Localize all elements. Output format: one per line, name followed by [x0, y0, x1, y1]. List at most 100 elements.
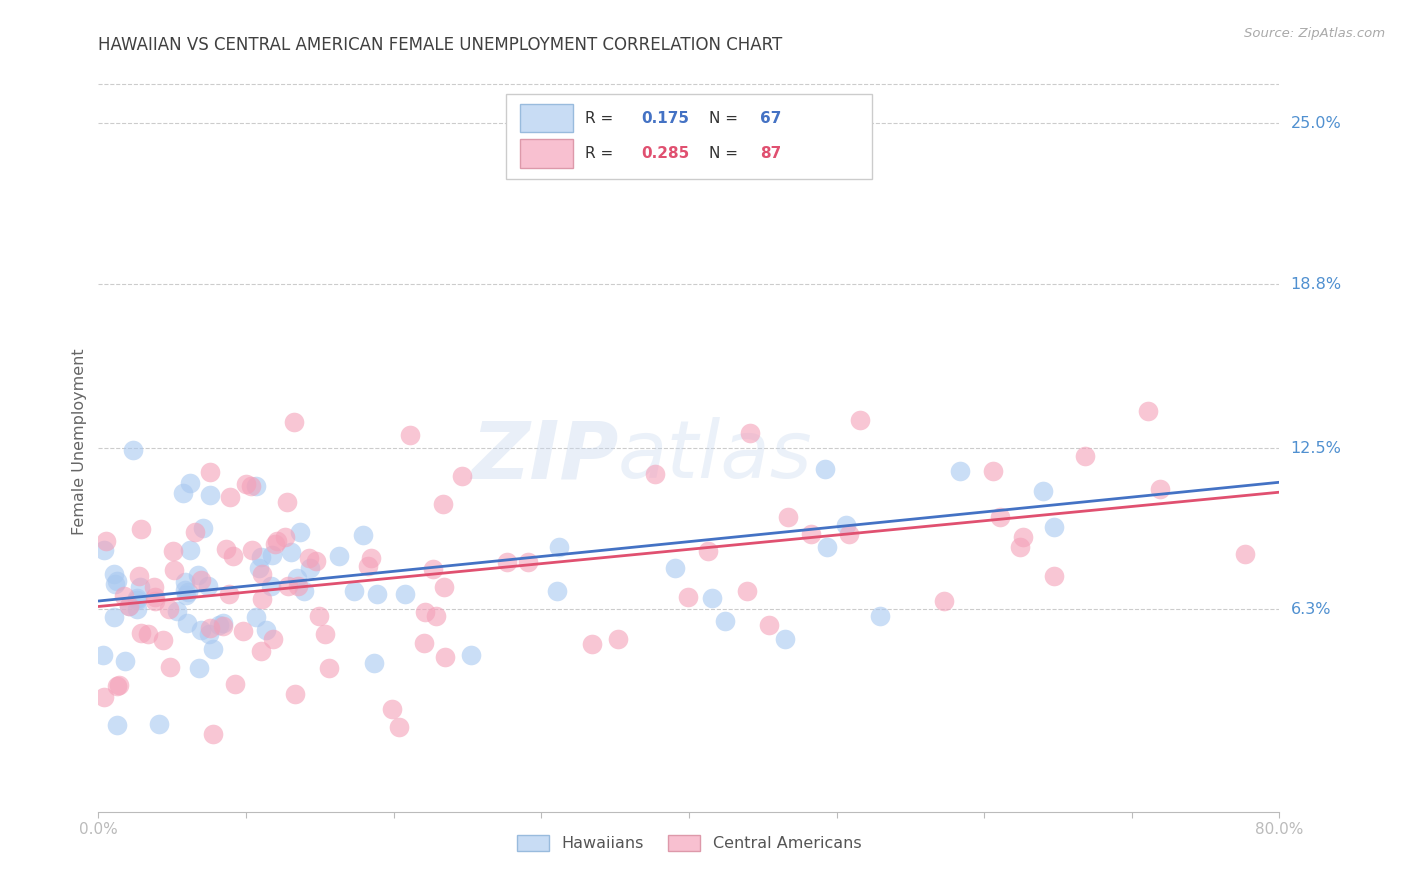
Bar — [520, 104, 574, 132]
Point — [280, 545, 302, 559]
Point — [201, 727, 224, 741]
Point — [412, 636, 434, 650]
Point — [112, 589, 135, 603]
Point — [274, 531, 297, 545]
Text: R =: R = — [585, 111, 619, 126]
Point — [129, 626, 152, 640]
Point — [398, 428, 420, 442]
Point — [142, 580, 165, 594]
FancyBboxPatch shape — [506, 94, 872, 178]
Point — [496, 555, 519, 569]
Point — [143, 590, 166, 604]
Point — [250, 566, 273, 581]
Point — [260, 579, 283, 593]
Point — [292, 584, 315, 599]
Text: 0.285: 0.285 — [641, 146, 690, 161]
Point — [117, 599, 139, 614]
Text: N =: N = — [709, 146, 742, 161]
Point — [91, 648, 114, 662]
Point — [250, 644, 273, 658]
Point — [184, 525, 207, 540]
Point — [215, 542, 238, 557]
Point — [1032, 484, 1054, 499]
Point — [328, 549, 350, 564]
Point — [93, 543, 115, 558]
Point — [849, 412, 872, 426]
Point — [177, 585, 200, 599]
Point — [264, 537, 287, 551]
Text: 0.175: 0.175 — [641, 111, 690, 126]
Point — [305, 554, 328, 568]
Point — [224, 676, 246, 690]
Point — [96, 533, 118, 548]
Point — [298, 550, 321, 565]
Point — [143, 594, 166, 608]
Point — [714, 614, 737, 628]
Point — [198, 465, 221, 479]
Point — [173, 582, 195, 597]
Point — [219, 491, 242, 505]
Point — [676, 590, 699, 604]
Text: 87: 87 — [759, 146, 782, 161]
Point — [299, 560, 322, 574]
Point — [162, 543, 184, 558]
Legend: Hawaiians, Central Americans: Hawaiians, Central Americans — [509, 827, 869, 859]
Point — [343, 583, 366, 598]
Point — [814, 462, 837, 476]
Point — [191, 521, 214, 535]
Point — [129, 580, 152, 594]
Text: 6.3%: 6.3% — [1291, 601, 1331, 616]
Point — [644, 467, 666, 481]
Point — [118, 599, 141, 613]
Point — [283, 415, 305, 429]
Point — [105, 679, 128, 693]
Point — [697, 544, 720, 558]
Point — [800, 527, 823, 541]
Point — [1043, 569, 1066, 583]
Point — [127, 591, 149, 606]
Point — [190, 623, 212, 637]
Point — [201, 641, 224, 656]
Text: ZIP: ZIP — [471, 417, 619, 495]
Point — [1136, 403, 1159, 417]
Point — [363, 656, 385, 670]
Point — [394, 587, 416, 601]
Point — [740, 425, 762, 440]
Point — [197, 627, 219, 641]
Point — [288, 524, 311, 539]
Point — [606, 632, 628, 646]
Point — [254, 623, 277, 637]
Text: 18.8%: 18.8% — [1291, 277, 1341, 292]
Point — [1234, 547, 1257, 561]
Point — [949, 464, 972, 478]
Text: atlas: atlas — [619, 417, 813, 495]
Point — [212, 619, 235, 633]
Point — [314, 627, 336, 641]
Point — [127, 593, 149, 607]
Point — [247, 561, 270, 575]
Point — [450, 469, 472, 483]
Point — [1012, 530, 1035, 544]
Point — [1042, 520, 1064, 534]
Point — [758, 618, 780, 632]
Point — [198, 621, 221, 635]
Point — [266, 533, 288, 548]
Point — [357, 558, 380, 573]
Point — [308, 609, 330, 624]
Point — [352, 527, 374, 541]
Point — [188, 661, 211, 675]
Point — [1074, 449, 1097, 463]
Point — [222, 549, 245, 564]
Point — [104, 576, 127, 591]
Point — [276, 495, 298, 509]
Point — [262, 548, 284, 562]
Point — [187, 568, 209, 582]
Point — [245, 479, 267, 493]
Point — [838, 526, 860, 541]
Point — [179, 542, 201, 557]
Point — [516, 555, 538, 569]
Point — [835, 518, 858, 533]
Text: R =: R = — [585, 146, 619, 161]
Point — [988, 510, 1011, 524]
Point — [174, 588, 197, 602]
